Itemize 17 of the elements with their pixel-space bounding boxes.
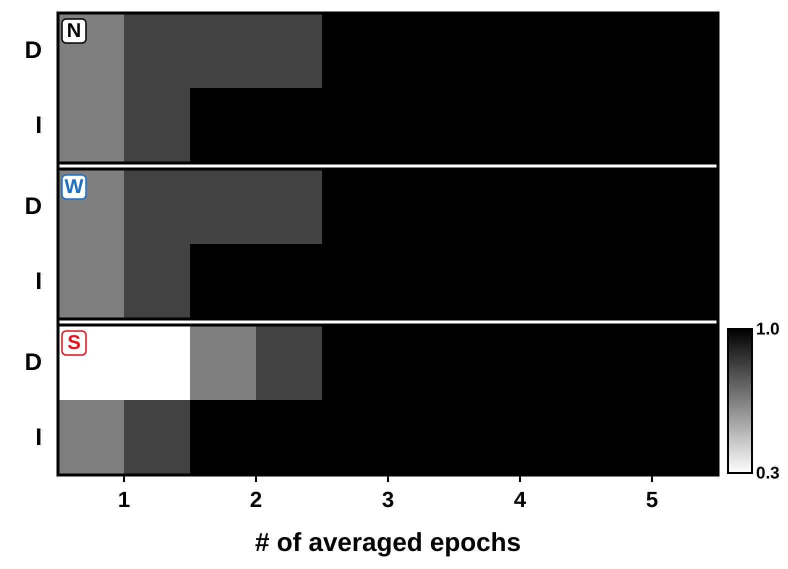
y-tick-label: D (24, 37, 42, 64)
color-bar-label: 1.0 (756, 320, 780, 338)
y-tick-label: D (24, 349, 42, 376)
y-tick-label: I (35, 268, 42, 295)
x-tick-label: 4 (514, 487, 527, 512)
x-axis-title: # of averaged epochs (255, 527, 521, 557)
x-tick-label: 1 (118, 487, 130, 512)
y-tick-label: D (24, 193, 42, 220)
x-tick-label: 3 (382, 487, 394, 512)
y-tick-label: I (35, 424, 42, 451)
annotation: S (67, 332, 81, 354)
annotation: N (66, 20, 82, 42)
x-tick-label: 5 (646, 487, 658, 512)
color-bar-label: 0.3 (756, 464, 780, 482)
y-tick-label: I (35, 112, 42, 139)
x-tick-label: 2 (250, 487, 262, 512)
annotation: W (64, 176, 84, 198)
